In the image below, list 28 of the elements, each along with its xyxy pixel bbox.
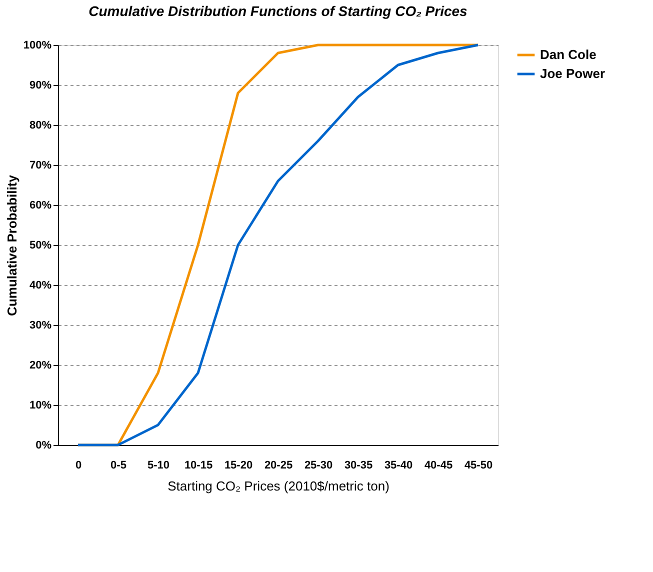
- x-tick-label: 15-20: [224, 460, 253, 472]
- x-tick-label: 45-50: [464, 460, 493, 472]
- legend-label: Dan Cole: [540, 47, 596, 62]
- x-tick-label: 25-30: [304, 460, 333, 472]
- y-tick-label: 100%: [23, 40, 52, 52]
- y-tick-label: 70%: [29, 160, 52, 172]
- y-tick-label: 50%: [29, 240, 52, 252]
- y-tick-label: 60%: [29, 200, 52, 212]
- y-tick-label: 20%: [29, 360, 52, 372]
- y-axis-title: Cumulative Probability: [4, 174, 20, 316]
- y-tick-label: 80%: [29, 120, 52, 132]
- x-tick-label: 35-40: [384, 460, 413, 472]
- y-tick-label: 90%: [29, 80, 52, 92]
- x-tick-label: 10-15: [184, 460, 213, 472]
- line-series: [76, 44, 480, 446]
- x-tick-label: 30-35: [344, 460, 373, 472]
- chart-title: Cumulative Distribution Functions of Starting CO₂ Prices: [88, 3, 468, 19]
- x-axis-title: Starting CO₂ Prices (2010$/metric ton): [168, 478, 390, 494]
- y-tick-label: 10%: [29, 400, 52, 412]
- x-tick-label: 0: [75, 460, 82, 472]
- y-tick-label: 30%: [29, 320, 52, 332]
- y-tick-label: 40%: [29, 280, 52, 292]
- x-tick-label: 0-5: [110, 460, 126, 472]
- legend-label: Joe Power: [540, 66, 606, 81]
- x-tick-label: 40-45: [424, 460, 453, 472]
- x-tick-label: 20-25: [264, 460, 293, 472]
- y-tick-label: 0%: [36, 440, 52, 452]
- x-tick-label: 5-10: [147, 460, 170, 472]
